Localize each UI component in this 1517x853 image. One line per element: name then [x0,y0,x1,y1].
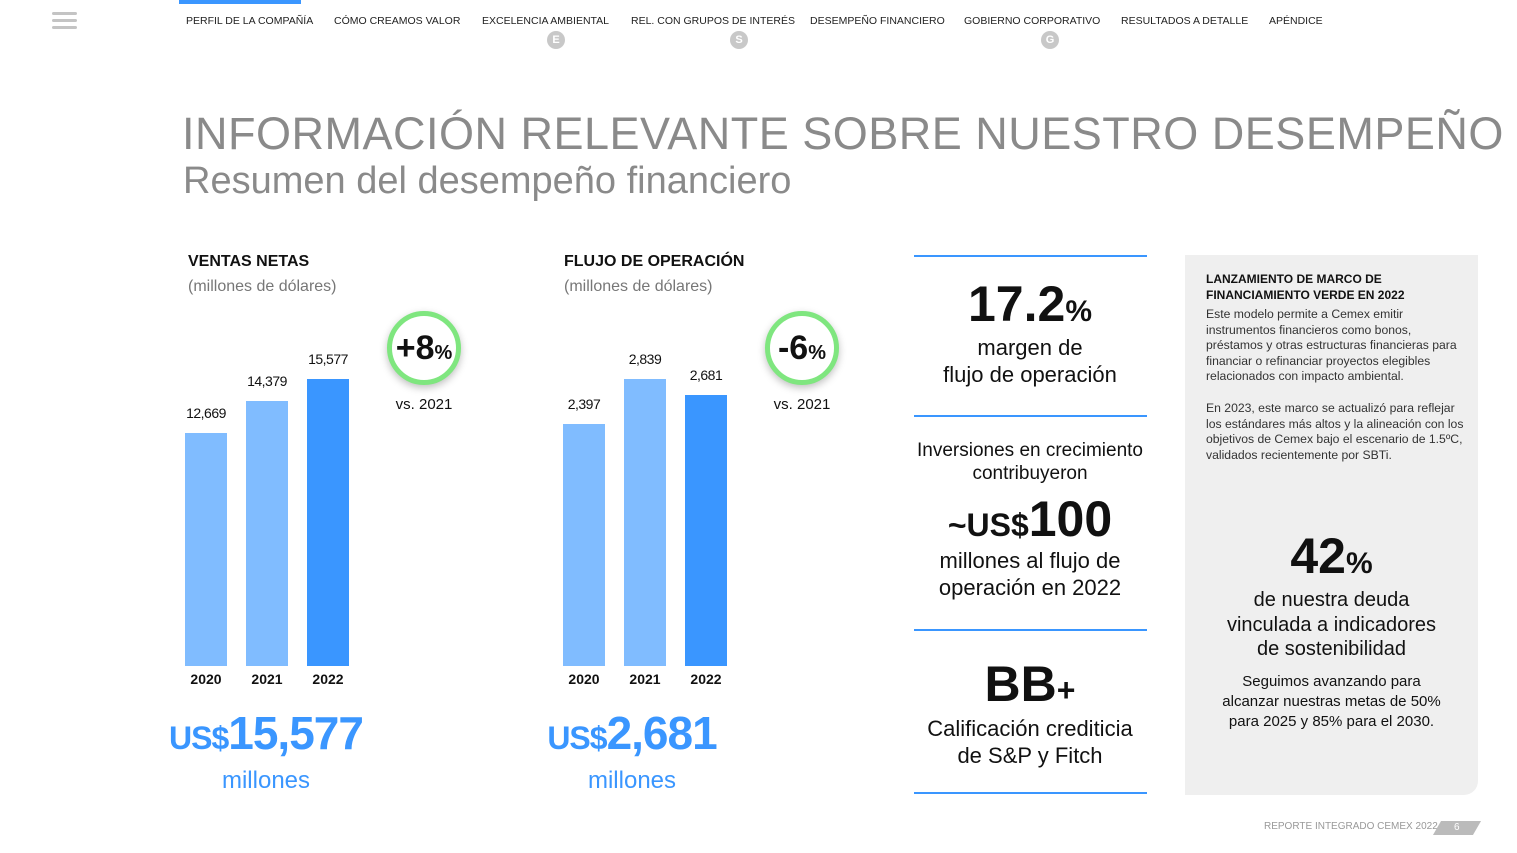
active-tab-indicator [179,0,301,4]
divider [914,629,1147,631]
change-badge: -6% [765,311,839,385]
chart-title: FLUJO DE OPERACIÓN [564,253,745,270]
total-unit: millones [221,767,311,794]
rating-label-2: de S&P y Fitch [957,743,1103,768]
tab-gobierno-corporativo[interactable]: GOBIERNO CORPORATIVO [964,15,1101,27]
debt-stat-label: de nuestra deuda vinculada a indicadores d… [1226,589,1437,660]
bar-2021 [624,379,666,666]
total-value: US$15,577 [169,707,364,759]
bar-2022 [685,394,727,666]
bar-2020 [185,432,227,666]
vs-label: vs. 2021 [773,396,831,413]
page-subtitle: Resumen del desempeño financiero [183,160,792,202]
value-label: 2,839 [628,351,662,367]
chart-unit: (millones de dólares) [564,278,713,295]
margin-value: 17.2% [967,276,1092,332]
footer-text: REPORTE INTEGRADO CEMEX 2022 [1264,821,1438,832]
divider [914,255,1147,257]
tab-como-creamos-valor[interactable]: CÓMO CREAMOS VALOR [334,15,461,27]
value-label: 14,379 [247,373,287,390]
value-label: 2,397 [567,395,601,412]
panel-paragraph-1: Este modelo permite a Cemex emitir instr… [1206,307,1457,384]
invest-label-2: operación en 2022 [938,575,1122,600]
x-tick-label: 2022 [690,671,722,687]
x-tick-label: 2021 [251,671,283,687]
x-tick-label: 2021 [629,671,661,687]
invest-label-1: millones al flujo de [939,548,1121,573]
panel-paragraph-2: En 2023, este marco se actualizó para re… [1206,401,1464,462]
hamburger-menu-icon[interactable] [52,12,77,30]
divider [914,415,1147,417]
debt-stat-value: 42% [1290,528,1373,584]
chart-title: VENTAS NETAS [188,253,310,270]
e-badge-icon: E [547,31,565,49]
tab-excelencia-ambiental[interactable]: EXCELENCIA AMBIENTAL [482,15,610,27]
bar-2021 [246,401,288,666]
total-value: US$2,681 [547,707,717,759]
value-label: 2,681 [689,366,723,383]
page-title: INFORMACIÓN RELEVANTE SOBRE NUESTRO DESE… [182,108,1504,159]
rating-label-1: Calificación crediticia [927,716,1133,741]
page-number: 6 [1432,821,1482,835]
tab-perfil[interactable]: PERFIL DE LA COMPAÑÍA [186,15,314,27]
value-label: 15,577 [308,351,348,367]
g-badge-icon: G [1041,31,1059,49]
s-badge-icon: S [730,31,748,49]
green-finance-panel [1185,255,1478,795]
bar-2020 [563,423,605,666]
chart-unit: (millones de dólares) [188,278,337,295]
rating-value: BB+ [984,656,1076,712]
panel-title: LANZAMIENTO DE MARCO DE FINANCIAMIENTO V… [1206,272,1405,302]
x-tick-label: 2020 [568,671,600,687]
invest-value: ~US$100 [947,491,1113,547]
value-label: 12,669 [186,404,226,421]
total-unit: millones [587,767,677,794]
tab-desempeno-financiero[interactable]: DESEMPEÑO FINANCIERO [810,15,945,27]
invest-intro-2: contribuyeron [972,463,1088,484]
debt-goals-note: Seguimos avanzando para alcanzar nuestra… [1222,673,1441,730]
invest-intro-1: Inversiones en crecimiento [917,440,1143,461]
vs-label: vs. 2021 [395,396,453,413]
tab-apendice[interactable]: APÉNDICE [1269,15,1323,27]
x-tick-label: 2020 [190,671,222,687]
tab-resultados[interactable]: RESULTADOS A DETALLE [1121,15,1249,27]
x-tick-label: 2022 [312,671,344,687]
margin-label-2: flujo de operación [943,362,1117,387]
divider [914,792,1147,794]
margin-label-1: margen de [977,335,1083,360]
tab-grupos-de-interes[interactable]: REL. CON GRUPOS DE INTERÉS [631,15,795,27]
bar-2022 [307,379,349,666]
change-badge: +8% [387,311,461,385]
